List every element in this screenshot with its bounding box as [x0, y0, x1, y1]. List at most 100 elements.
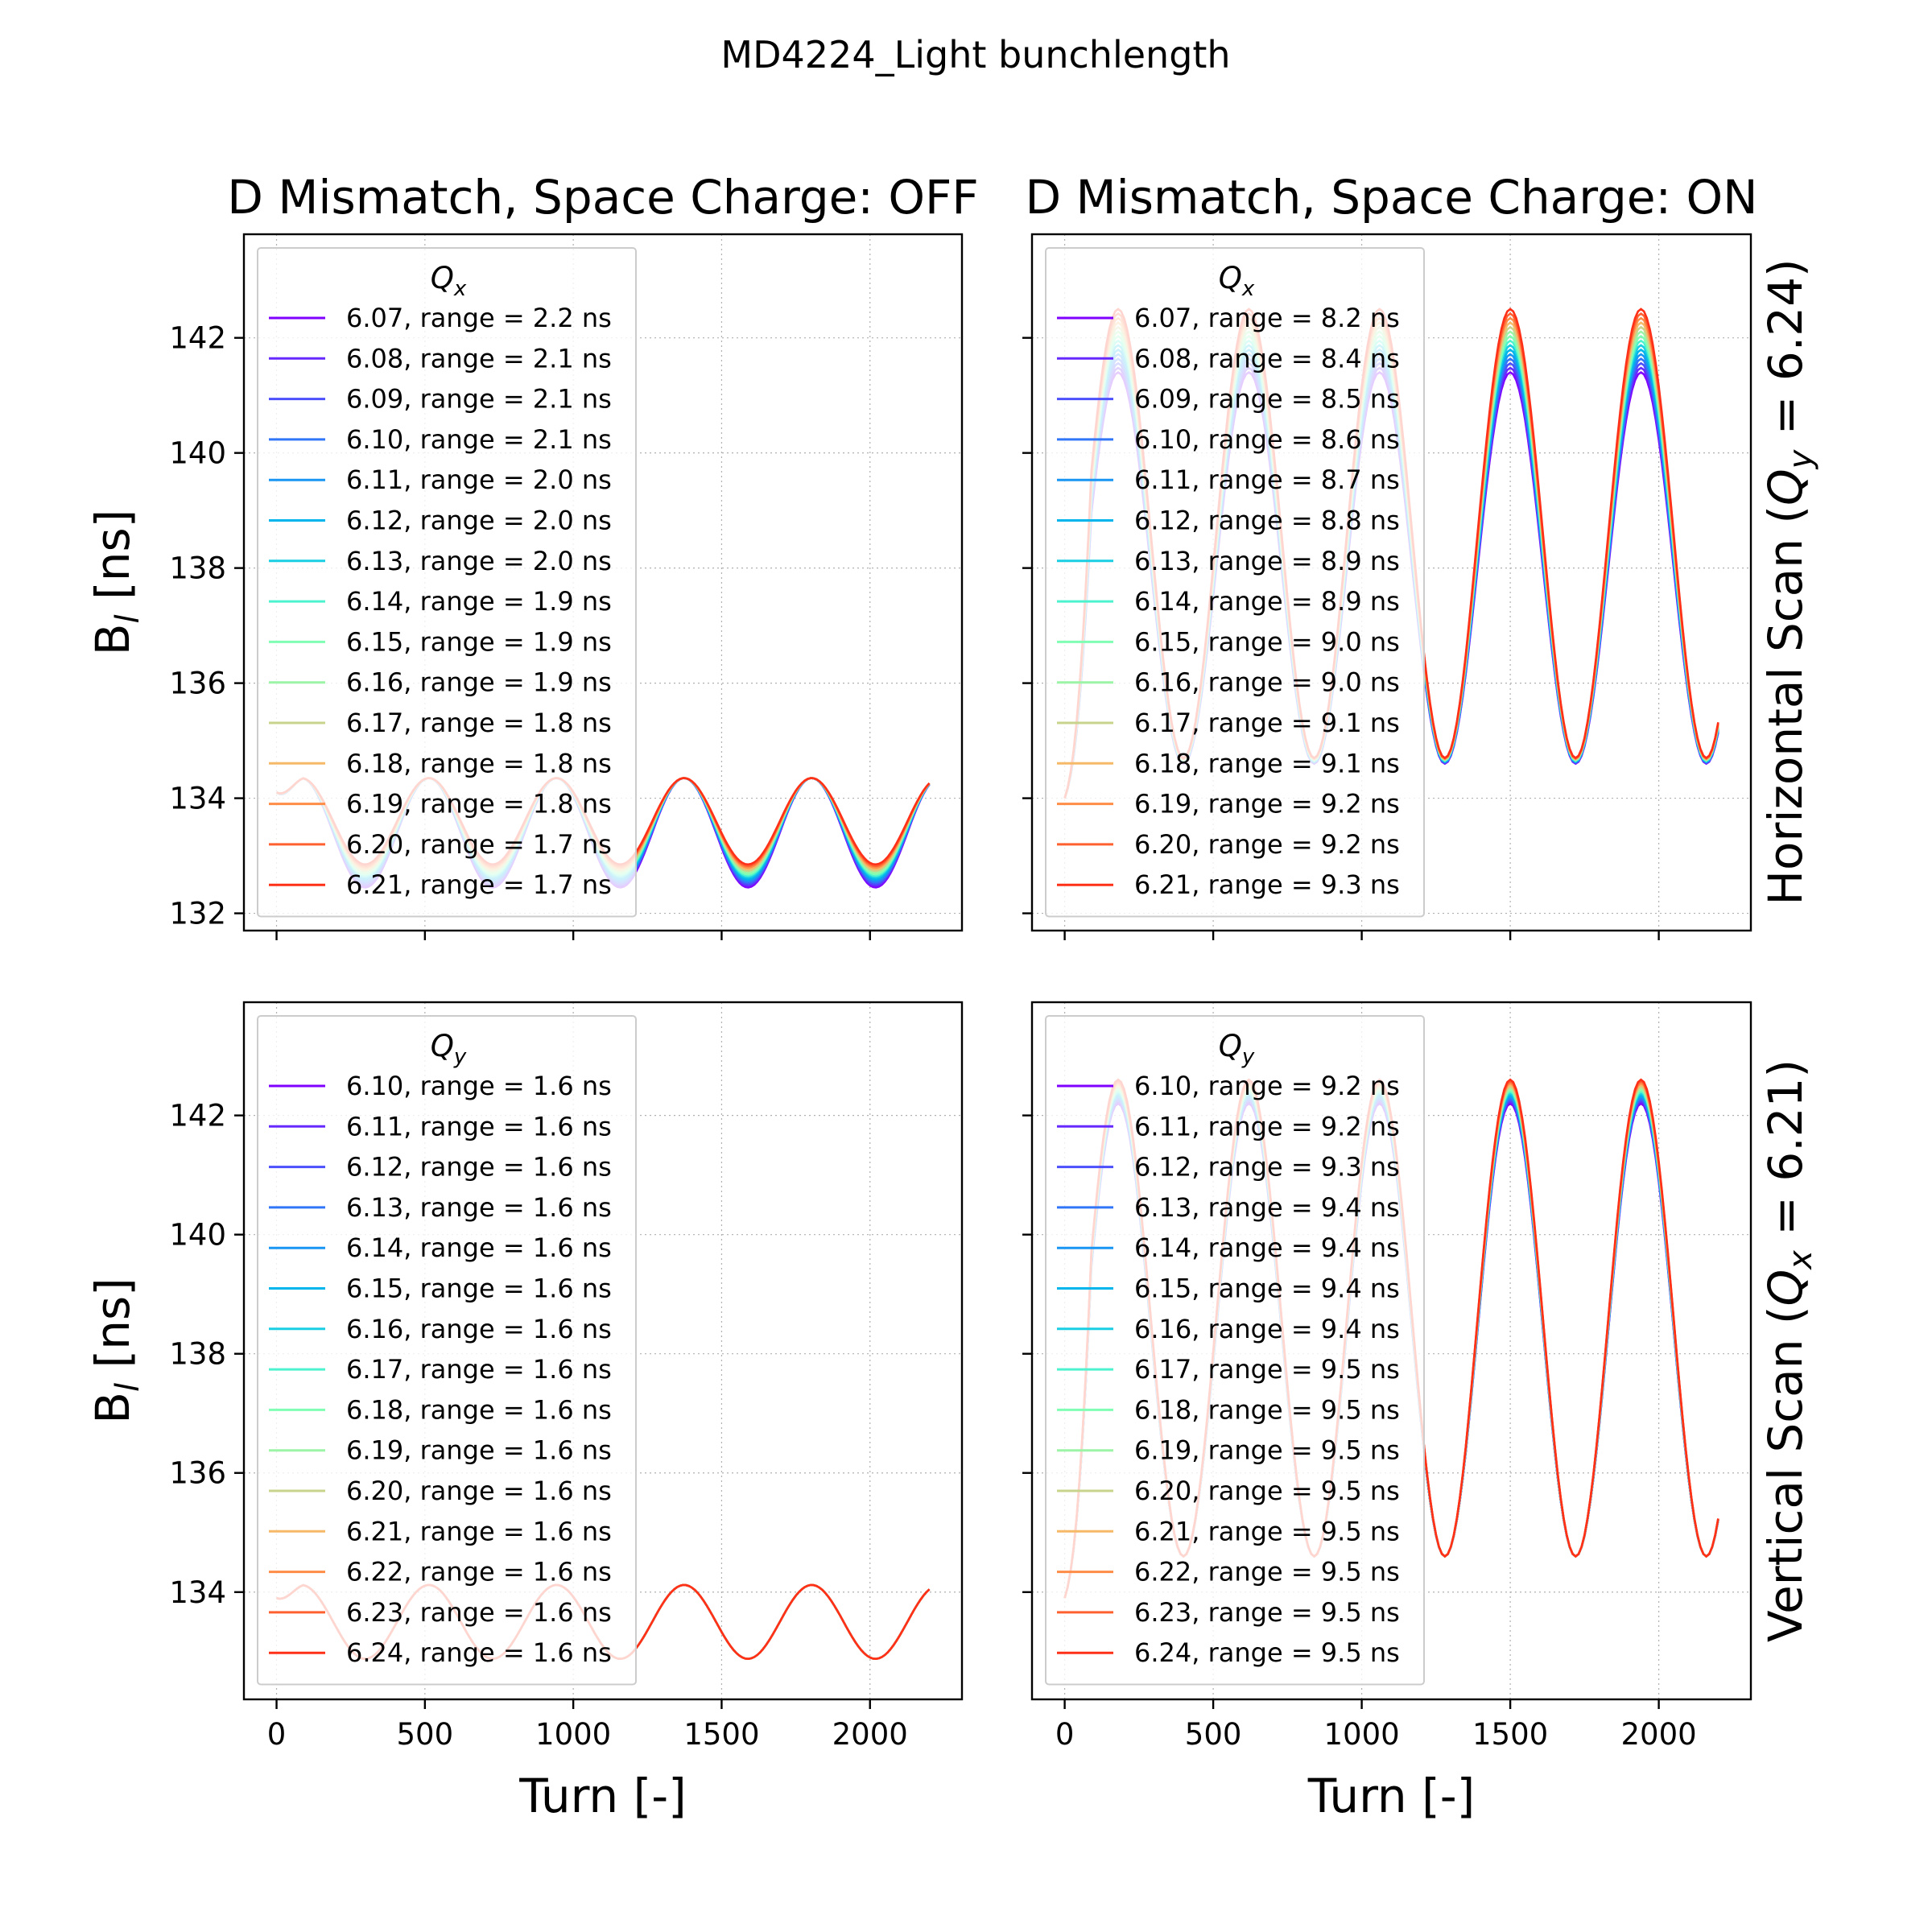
x-tick-label: 2000 [1621, 1717, 1697, 1752]
y-tick-label: 138 [169, 1337, 226, 1372]
legend-entry: 6.21, range = 9.3 ns [1134, 869, 1400, 900]
legend-entry: 6.20, range = 9.2 ns [1134, 829, 1400, 860]
legend-entry: 6.20, range = 1.7 ns [346, 829, 612, 860]
legend-entry: 6.22, range = 9.5 ns [1134, 1557, 1400, 1587]
row-label-suffix: = 6.24) [1758, 258, 1813, 449]
plot-frame [1030, 1001, 1752, 1701]
legend-box [1045, 247, 1425, 918]
x-axis-label: Turn [-] [518, 1769, 687, 1823]
legend-entry: 6.21, range = 1.7 ns [346, 869, 612, 900]
row-labels: Horizontal Scan (Qy = 6.24)Vertical Scan… [1758, 258, 1819, 1642]
legend-title-subscript: x [1241, 277, 1255, 301]
legend-title: Qy [431, 1029, 467, 1069]
subplot-title: D Mismatch, Space Charge: OFF [227, 170, 978, 225]
x-tick-label: 500 [397, 1717, 454, 1752]
legend-entry: 6.10, range = 1.6 ns [346, 1071, 612, 1101]
y-axis-label-unit: [ns] [85, 510, 140, 615]
subplot-4: 0 500 1000 1500 2000 Turn [-] Qy6.10, range = … [1022, 1001, 1752, 1823]
legend-entry: 6.18, range = 1.6 ns [346, 1394, 612, 1425]
legend-entry: 6.12, range = 1.6 ns [346, 1152, 612, 1183]
legend-box [1045, 1015, 1425, 1686]
legend-entry: 6.16, range = 9.0 ns [1134, 667, 1400, 698]
legend-entry: 6.20, range = 9.5 ns [1134, 1476, 1400, 1506]
legend-title-subscript: y [1241, 1045, 1255, 1069]
legend-entry: 6.19, range = 9.2 ns [1134, 789, 1400, 819]
legend-entry: 6.16, range = 9.4 ns [1134, 1314, 1400, 1344]
legend-entry: 6.19, range = 9.5 ns [1134, 1435, 1400, 1466]
legend-entry: 6.17, range = 1.8 ns [346, 708, 612, 738]
x-tick-label: 1500 [683, 1717, 759, 1752]
legend-entry: 6.10, range = 2.1 ns [346, 424, 612, 455]
legend-title: Qy [1219, 1029, 1255, 1069]
legend-entry: 6.18, range = 9.1 ns [1134, 748, 1400, 778]
legend: Qx6.07, range = 2.2 ns 6.08, range = 2.1 … [257, 247, 637, 918]
x-axis-ticks: 0 500 1000 1500 2000 [1055, 1699, 1697, 1752]
x-axis-label: Turn [-] [1307, 1769, 1476, 1823]
legend-entry: 6.15, range = 9.0 ns [1134, 626, 1400, 657]
x-tick-label: 0 [267, 1717, 287, 1752]
legend-entry: 6.13, range = 2.0 ns [346, 546, 612, 576]
row-label-symbol: Q [1758, 469, 1813, 506]
legend-entry: 6.15, range = 1.6 ns [346, 1274, 612, 1304]
legend-entry: 6.12, range = 2.0 ns [346, 506, 612, 536]
legend-entry: 6.13, range = 8.9 ns [1134, 546, 1400, 576]
legend-box [257, 247, 637, 918]
y-tick-label: 136 [169, 1456, 226, 1491]
legend-entry: 6.23, range = 1.6 ns [346, 1597, 612, 1628]
legend-entry: 6.12, range = 9.3 ns [1134, 1152, 1400, 1183]
row-label-prefix: Horizontal Scan ( [1758, 506, 1813, 906]
y-axis-label: Bl [ns] [85, 510, 147, 656]
plot-frame [1030, 233, 1752, 932]
y-axis-ticks: 132 134 136 138 140 142 [169, 321, 244, 931]
legend-entry: 6.12, range = 8.8 ns [1134, 506, 1400, 536]
legend-entry: 6.14, range = 8.9 ns [1134, 586, 1400, 617]
legend-entry: 6.10, range = 9.2 ns [1134, 1071, 1400, 1101]
legend-entry: 6.24, range = 9.5 ns [1134, 1637, 1400, 1668]
legend-entry: 6.07, range = 2.2 ns [346, 303, 612, 333]
x-tick-label: 0 [1055, 1717, 1075, 1752]
legend-entry: 6.11, range = 1.6 ns [346, 1111, 612, 1141]
legend-box [257, 1015, 637, 1686]
y-tick-label: 138 [169, 551, 226, 586]
y-tick-label: 136 [169, 667, 226, 701]
x-axis-ticks: 0 500 1000 1500 2000 [267, 1699, 908, 1752]
legend-title: Qx [431, 261, 467, 301]
y-axis-label-symbol: B [85, 624, 140, 656]
legend-entry: 6.11, range = 8.7 ns [1134, 464, 1400, 495]
x-tick-label: 2000 [832, 1717, 908, 1752]
y-axis-label-symbol: B [85, 1392, 140, 1424]
y-tick-label: 132 [169, 897, 226, 931]
y-tick-label: 134 [169, 1575, 226, 1610]
legend-entry: 6.14, range = 1.6 ns [346, 1232, 612, 1263]
legend-entry: 6.20, range = 1.6 ns [346, 1476, 612, 1506]
legend-title: Qx [1219, 261, 1255, 301]
legend-entry: 6.10, range = 8.6 ns [1134, 424, 1400, 455]
legend-entry: 6.19, range = 1.8 ns [346, 789, 612, 819]
legend: Qy6.10, range = 1.6 ns 6.11, range = 1.6 … [257, 1015, 637, 1686]
legend-entry: 6.09, range = 2.1 ns [346, 384, 612, 415]
legend-title-symbol: Q [1219, 1029, 1242, 1063]
x-axis-ticks [1063, 931, 1660, 940]
x-tick-label: 1000 [535, 1717, 611, 1752]
y-tick-label: 140 [169, 1218, 226, 1253]
legend-entry: 6.18, range = 9.5 ns [1134, 1394, 1400, 1425]
legend-entry: 6.22, range = 1.6 ns [346, 1557, 612, 1587]
plot-frame [242, 1001, 964, 1701]
legend-entry: 6.19, range = 1.6 ns [346, 1435, 612, 1466]
y-axis-label-subscript: l [109, 614, 147, 623]
y-axis-label: Bl [ns] [85, 1278, 147, 1424]
figure-title: MD4224_Light bunchlength [720, 33, 1230, 76]
y-axis-ticks [1022, 1114, 1032, 1593]
legend-entry: 6.15, range = 1.9 ns [346, 626, 612, 657]
x-tick-label: 1500 [1472, 1717, 1548, 1752]
plot-frame [242, 233, 964, 932]
legend-entry: 6.15, range = 9.4 ns [1134, 1274, 1400, 1304]
subplot-2: D Mismatch, Space Charge: ON Qx6.07, rang… [1022, 170, 1758, 940]
legend-entry: 6.11, range = 9.2 ns [1134, 1111, 1400, 1141]
legend-entry: 6.13, range = 1.6 ns [346, 1192, 612, 1223]
legend-entry: 6.13, range = 9.4 ns [1134, 1192, 1400, 1223]
y-tick-label: 134 [169, 782, 226, 816]
legend-title-subscript: x [453, 277, 467, 301]
y-axis-ticks [1022, 336, 1032, 914]
